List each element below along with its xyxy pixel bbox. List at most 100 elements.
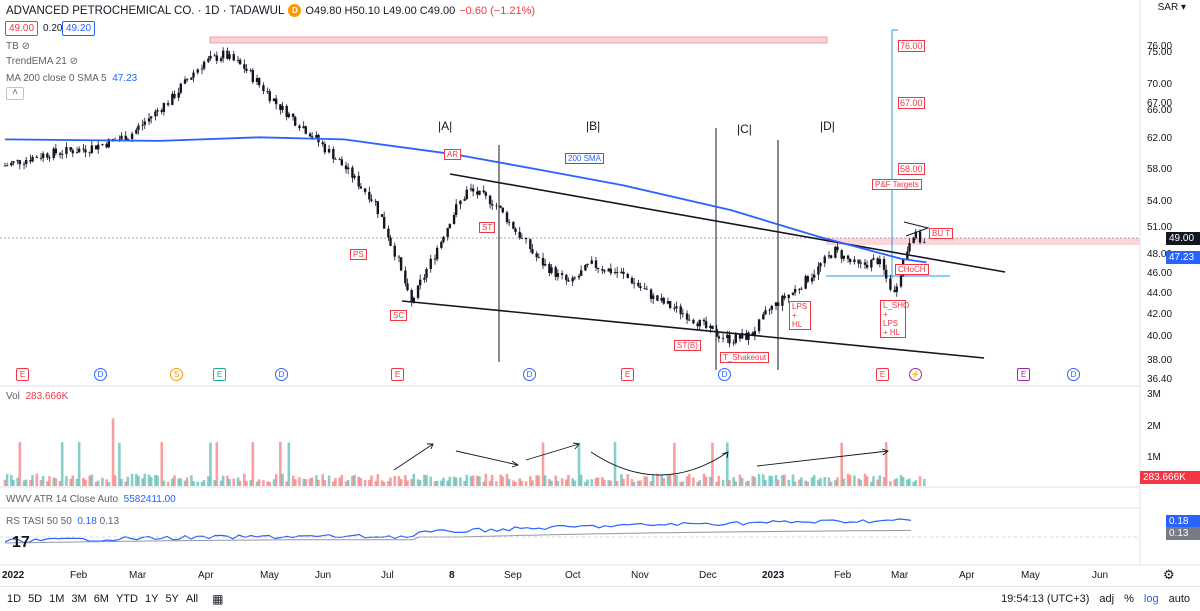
candle-body: [310, 136, 314, 138]
volume-bar: [499, 474, 502, 486]
timeframe-1m[interactable]: 1M: [49, 593, 65, 605]
candle-body: [97, 144, 100, 150]
candle-body: [675, 306, 678, 309]
candle-body: [31, 156, 34, 162]
settings-gear-icon[interactable]: ⚙: [1163, 567, 1175, 582]
candle-body: [272, 98, 276, 101]
eye-off-icon[interactable]: ⊘: [21, 41, 30, 52]
event-marker[interactable]: S: [170, 368, 183, 381]
candle-body: [363, 188, 367, 192]
option-auto[interactable]: auto: [1168, 593, 1190, 605]
event-marker[interactable]: D: [94, 368, 107, 381]
volume-bar: [423, 474, 426, 486]
sell-price-pill[interactable]: 49.00: [5, 21, 39, 36]
candle-body: [859, 262, 862, 264]
event-marker[interactable]: E: [621, 368, 634, 381]
timeframe-5d[interactable]: 5D: [28, 593, 43, 605]
price-chart[interactable]: [0, 0, 1200, 586]
time-tick: Nov: [631, 570, 649, 581]
candle-body: [425, 268, 428, 278]
eye-off-icon[interactable]: ⊘: [69, 56, 78, 67]
volume-bar: [202, 479, 206, 486]
timeframe-3m[interactable]: 3M: [71, 593, 87, 605]
event-marker[interactable]: E: [213, 368, 226, 381]
currency-label[interactable]: SAR ▾: [1157, 2, 1186, 13]
lightning-event-icon[interactable]: ⚡: [909, 368, 922, 381]
volume-bar: [183, 480, 187, 486]
candle-body: [410, 290, 413, 303]
volume-bar: [141, 478, 144, 486]
volume-bar: [787, 479, 791, 486]
candle-body: [679, 306, 682, 315]
wyckoff-annotation: 200 SMA: [565, 153, 604, 164]
timeframe-1d[interactable]: 1D: [7, 593, 22, 605]
candle-body: [124, 135, 127, 142]
collapse-indicators-icon[interactable]: ˄: [6, 87, 24, 100]
candle-body: [255, 78, 259, 83]
volume-bar: [274, 474, 278, 486]
candle-body: [899, 275, 903, 287]
volume-bar: [380, 480, 384, 486]
symbol-title[interactable]: ADVANCED PETROCHEMICAL CO. · 1D · TADAWU…: [6, 4, 285, 17]
volume-bar: [662, 478, 666, 486]
volume-bar: [190, 475, 193, 486]
date-range-icon[interactable]: ▦: [212, 592, 224, 606]
volume-bar: [448, 476, 452, 486]
event-marker[interactable]: E: [876, 368, 889, 381]
timeframe-5y[interactable]: 5Y: [165, 593, 179, 605]
time-tick: May: [1021, 570, 1040, 581]
timeframe-ytd[interactable]: YTD: [115, 593, 138, 605]
option-adj[interactable]: adj: [1099, 593, 1115, 605]
candle-body: [18, 160, 22, 165]
event-marker[interactable]: E: [16, 368, 29, 381]
timeframe-1y[interactable]: 1Y: [144, 593, 159, 605]
volume-arrows: [393, 442, 889, 476]
candle-body: [884, 269, 888, 279]
event-marker[interactable]: D: [1067, 368, 1080, 381]
candle-body: [668, 301, 672, 308]
event-marker[interactable]: D: [718, 368, 731, 381]
timeframe-6m[interactable]: 6M: [93, 593, 109, 605]
candle-body: [376, 201, 380, 215]
time-tick: Feb: [834, 570, 852, 581]
wyckoff-annotation: LPS + HL: [789, 301, 811, 330]
volume-bar: [454, 477, 458, 486]
candle-body: [179, 83, 183, 93]
volume-bar: [484, 473, 488, 486]
option-percent[interactable]: %: [1124, 593, 1134, 605]
volume-bar: [556, 480, 560, 486]
candle-body: [327, 148, 331, 153]
event-marker[interactable]: D: [275, 368, 288, 381]
candle-body: [609, 268, 613, 274]
candle-body: [732, 342, 735, 344]
volume-bar: [317, 479, 320, 486]
volume-bar: [747, 480, 750, 486]
price-tick: 66.00: [1147, 105, 1173, 117]
timeframe-all[interactable]: All: [185, 593, 199, 605]
volume-bar: [446, 480, 450, 486]
trendema-indicator[interactable]: TrendEMA 21 ⊘: [6, 56, 78, 67]
candle-body: [882, 259, 886, 270]
event-marker[interactable]: E: [1017, 368, 1030, 381]
candle-body: [810, 277, 814, 282]
ma-indicator[interactable]: MA 200 close 0 SMA 5 47.23: [6, 73, 138, 84]
volume-bar: [505, 473, 509, 486]
event-marker[interactable]: E: [391, 368, 404, 381]
clock-time[interactable]: 19:54:13 (UTC+3): [1001, 593, 1090, 605]
sma-200-line: [4, 136, 927, 264]
volume-bar: [71, 475, 75, 486]
volume-bar: [601, 477, 604, 486]
candle-body: [565, 274, 568, 281]
volume-bar: [179, 478, 183, 486]
event-marker[interactable]: D: [523, 368, 536, 381]
option-log[interactable]: log: [1143, 593, 1159, 605]
volume-bar: [346, 480, 350, 486]
candle-body: [681, 313, 685, 315]
candle-body: [3, 165, 7, 167]
candle-body: [88, 152, 91, 154]
candle-body: [812, 274, 816, 278]
volume-bar: [819, 477, 822, 486]
candle-body: [69, 147, 72, 151]
tb-indicator[interactable]: TB ⊘: [6, 41, 30, 52]
buy-price-pill[interactable]: 49.20: [62, 21, 96, 36]
